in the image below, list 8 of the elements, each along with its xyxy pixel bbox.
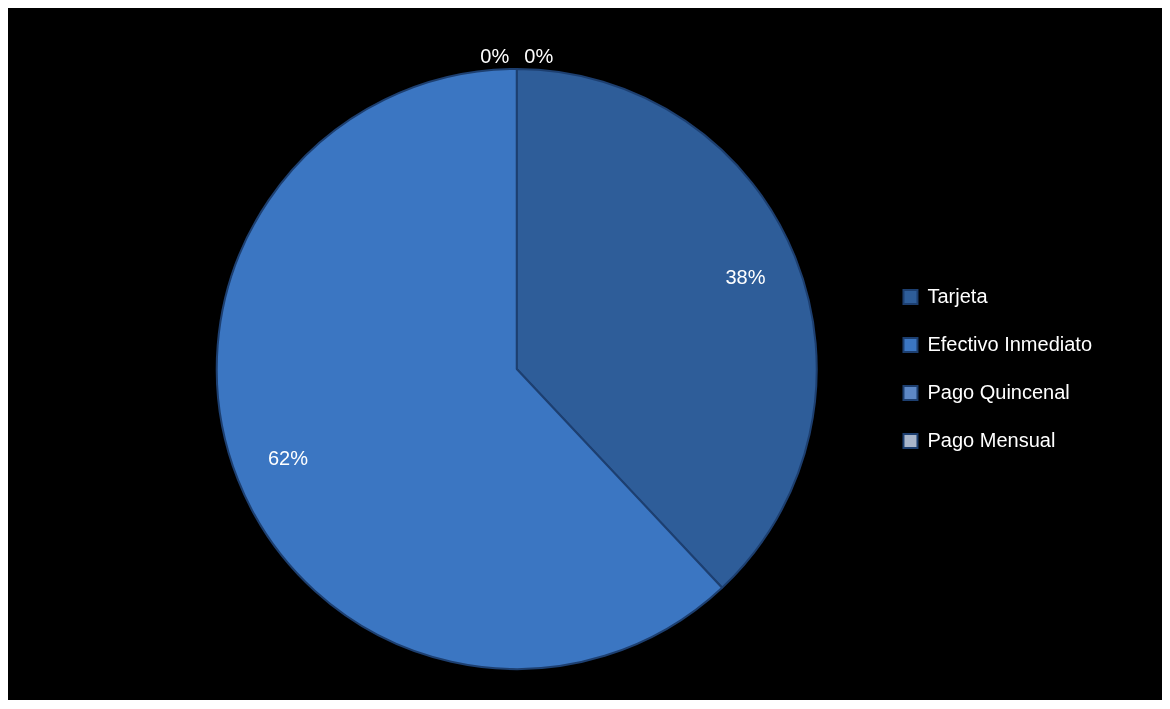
legend-label: Pago Mensual xyxy=(927,428,1056,451)
legend-label: Pago Quincenal xyxy=(927,380,1070,403)
text: 0% xyxy=(524,44,554,67)
legend-label: Efectivo Inmediato xyxy=(927,332,1092,355)
data-label: 38% xyxy=(725,265,766,288)
text: 0% xyxy=(480,44,510,67)
data-label: 62% xyxy=(267,447,309,470)
legend-label: Tarjeta xyxy=(927,284,989,307)
